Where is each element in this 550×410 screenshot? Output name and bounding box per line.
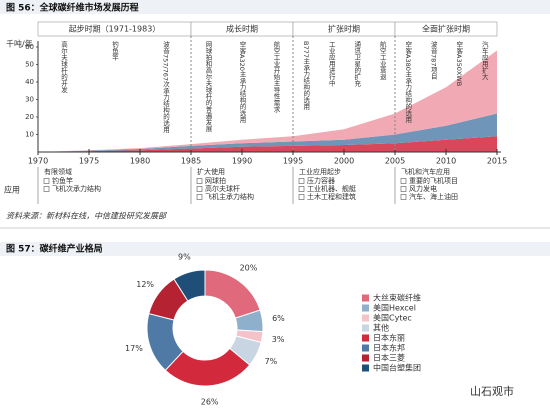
annotation: 高尔夫球杆的开发 bbox=[60, 40, 68, 95]
chart-title: 图 57：碳纤维产业格局 bbox=[6, 243, 103, 255]
x-tick-label: 1990 bbox=[232, 157, 252, 166]
x-tick-label: 1975 bbox=[79, 157, 99, 166]
checkbox bbox=[196, 194, 203, 200]
legend-swatch bbox=[362, 334, 369, 342]
application-item: 压力容器 bbox=[307, 176, 335, 185]
title-band bbox=[0, 0, 550, 14]
period-header bbox=[394, 21, 498, 37]
y-axis-label: 千吨/年 bbox=[6, 39, 33, 49]
application-item: 网球拍 bbox=[205, 176, 226, 185]
value-label: 3% bbox=[272, 335, 285, 344]
value-label: 20% bbox=[240, 264, 258, 273]
legend-label: 中国台塑集团 bbox=[373, 363, 421, 373]
y-tick-label: 60 bbox=[25, 43, 34, 51]
checkbox bbox=[400, 194, 407, 200]
application-heading: 扩大使用 bbox=[197, 167, 225, 176]
x-tick-label: 2000 bbox=[334, 157, 354, 166]
annotation: 波音787项目 bbox=[429, 40, 437, 81]
x-tick-label: 1985 bbox=[181, 157, 201, 166]
checkbox bbox=[298, 178, 305, 184]
application-label: 应用 bbox=[4, 185, 20, 195]
y-tick-label: 30 bbox=[25, 96, 34, 104]
legend-swatch bbox=[362, 354, 369, 362]
y-tick-label: 50 bbox=[25, 61, 34, 69]
period-label: 扩张时期 bbox=[328, 24, 360, 34]
annotation: 波音757/767次承力结构的选用 bbox=[162, 40, 170, 135]
y-tick-label: 40 bbox=[25, 78, 34, 86]
value-label: 12% bbox=[136, 280, 154, 289]
application-item: 重要的飞机项目 bbox=[409, 176, 458, 185]
annotation: 航空工业开始主导性需求 bbox=[272, 40, 280, 113]
x-tick-label: 1970 bbox=[28, 157, 48, 166]
legend-swatch bbox=[362, 324, 369, 332]
legend-label: 日本三菱 bbox=[373, 353, 405, 363]
checkbox bbox=[298, 186, 305, 192]
annotation: 空客A320主承力结构的选用 bbox=[238, 40, 246, 124]
annotation: 工业应用进行中 bbox=[327, 41, 335, 88]
legend-swatch bbox=[362, 364, 369, 372]
period-label: 全面扩张时期 bbox=[422, 24, 470, 34]
watermark: 山石观市 bbox=[470, 384, 514, 398]
legend-swatch bbox=[362, 314, 369, 322]
checkbox bbox=[43, 186, 50, 192]
application-item: 工业机器、舰艇 bbox=[307, 184, 356, 193]
period-label: 成长时期 bbox=[226, 24, 258, 34]
y-tick-label: 10 bbox=[25, 131, 34, 139]
legend-swatch bbox=[362, 304, 369, 312]
chart-title: 图 56：全球碳纤维市场发展历程 bbox=[6, 2, 139, 14]
application-item: 飞机主承力结构 bbox=[205, 192, 254, 201]
annotation: B777主承力结构的选用 bbox=[302, 41, 310, 111]
x-tick-label: 1995 bbox=[283, 157, 303, 166]
annotation: 空客A380主承力结构的选用 bbox=[404, 40, 412, 124]
checkbox bbox=[400, 186, 407, 192]
checkbox bbox=[196, 186, 203, 192]
application-item: 钓鱼竿 bbox=[52, 176, 73, 185]
legend-label: 美国Hexcel bbox=[373, 303, 416, 313]
legend-swatch bbox=[362, 294, 369, 302]
checkbox bbox=[298, 194, 305, 200]
legend-label: 日本东丽 bbox=[373, 333, 405, 343]
value-label: 6% bbox=[272, 314, 285, 323]
legend-swatch bbox=[362, 344, 369, 352]
x-tick-label: 2005 bbox=[385, 157, 405, 166]
donut-slice bbox=[173, 269, 206, 302]
application-item: 高尔夫球杆 bbox=[205, 184, 240, 193]
legend-label: 美国Cytec bbox=[373, 313, 412, 323]
area bbox=[38, 50, 497, 152]
annotation: 网球拍和高尔夫球杆的普遍发展 bbox=[204, 41, 212, 134]
checkbox bbox=[43, 178, 50, 184]
area bbox=[38, 136, 497, 152]
area bbox=[38, 113, 497, 152]
annotation: 钓鱼竿 bbox=[111, 40, 119, 62]
application-heading: 有限领域 bbox=[44, 167, 72, 176]
value-label: 26% bbox=[201, 397, 219, 406]
application-heading: 飞机和汽车应用 bbox=[401, 167, 450, 176]
title-band bbox=[0, 242, 550, 256]
application-item: 飞机次承力结构 bbox=[52, 184, 101, 193]
y-tick-label: 20 bbox=[25, 113, 34, 121]
application-item: 汽车、海上油田 bbox=[409, 192, 458, 201]
period-label: 起步时期（1971-1983） bbox=[69, 24, 161, 34]
application-item: 风力发电 bbox=[409, 184, 437, 193]
checkbox bbox=[196, 178, 203, 184]
source: 资料来源：新材料在线，中信建投研究发展部 bbox=[6, 212, 168, 221]
value-label: 17% bbox=[125, 344, 143, 353]
annotation: 航空工业衰退 bbox=[378, 40, 386, 82]
annotation: 通讯卫星的扩充 bbox=[353, 40, 361, 88]
annotation: 汽车应用扩大 bbox=[480, 40, 488, 82]
donut-slice bbox=[204, 269, 261, 319]
application-item: 土木工程和建筑 bbox=[307, 192, 356, 201]
application-heading: 工业应用起步 bbox=[299, 167, 341, 176]
annotation: 空客A350XWB bbox=[455, 40, 463, 86]
x-tick-label: 2015 bbox=[487, 157, 507, 166]
checkbox bbox=[400, 178, 407, 184]
x-tick-label: 1980 bbox=[130, 157, 150, 166]
value-label: 7% bbox=[265, 357, 278, 366]
legend-label: 大丝束碳纤维 bbox=[373, 293, 421, 303]
legend-label: 日本东邦 bbox=[373, 343, 405, 353]
value-label: 9% bbox=[178, 252, 191, 261]
x-tick-label: 2010 bbox=[436, 157, 456, 166]
legend-label: 其他 bbox=[373, 323, 389, 333]
